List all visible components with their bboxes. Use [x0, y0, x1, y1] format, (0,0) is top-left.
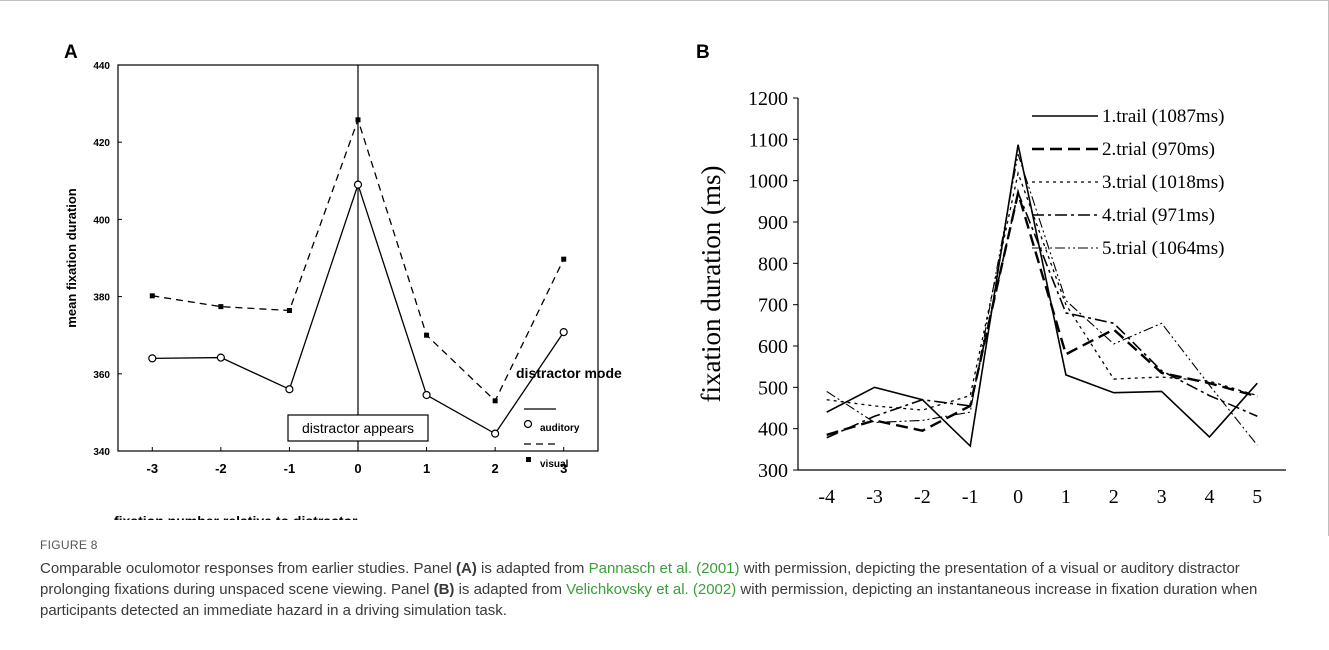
- x-tick-label: 2: [1109, 486, 1119, 508]
- y-tick-label: 440: [93, 61, 110, 72]
- y-tick-label: 800: [758, 253, 788, 275]
- panel-a-letter: A: [64, 42, 78, 63]
- y-tick-label: 340: [93, 447, 110, 458]
- legend-label-visual: visual: [540, 459, 569, 470]
- chart-b: 300 400 500 600 700 800 900 1000 1100 1200 -4 -3 -2 -…: [696, 88, 1286, 508]
- x-tick-label: -3: [866, 486, 883, 508]
- caption-part: Comparable oculomotor responses from ear…: [40, 560, 457, 577]
- data-point-visual: [492, 398, 498, 404]
- caption-ref-a: (A): [456, 560, 477, 577]
- data-point-auditory: [216, 353, 225, 362]
- data-point-auditory: [148, 354, 157, 363]
- data-point-visual: [286, 307, 292, 313]
- x-tick-label: -1: [962, 486, 979, 508]
- legend-label-4: 4.trial (971ms): [1102, 205, 1215, 226]
- x-tick-label: 0: [354, 461, 361, 476]
- y-tick-label: 900: [758, 212, 788, 234]
- x-tick-label: -2: [914, 486, 931, 508]
- panel-b: B 300 400 500 600 700 800 900 1000 1100 1200 -4 -3 -…: [690, 18, 1290, 520]
- data-point-visual: [424, 332, 430, 338]
- chart-a: 340 360 380 400 420 440 -3 -2 -1 0 1 2 3 distractor a…: [64, 61, 622, 529]
- y-axis-label: fixation duration (ms): [696, 166, 726, 403]
- y-tick-label: 600: [758, 336, 788, 358]
- citation-link-velichkovsky[interactable]: Velichkovsky et al. (2002): [566, 581, 737, 598]
- figure-caption: FIGURE 8 Comparable oculomotor responses…: [40, 538, 1310, 621]
- panel-b-letter: B: [696, 42, 710, 63]
- data-point-auditory: [285, 385, 294, 394]
- series-line-2: [826, 188, 1258, 437]
- y-tick-label: 380: [93, 293, 110, 304]
- legend-marker-visual: [526, 457, 531, 462]
- y-tick-label: 400: [93, 215, 110, 226]
- series-line-5: [826, 154, 1258, 446]
- panel-a: A 340 360 380 400 420 440 -3 -2 -1 0 1 2 3 distractor…: [40, 18, 640, 529]
- legend-marker-auditory: [523, 419, 533, 429]
- caption-ref-b: (B): [433, 581, 455, 598]
- citation-link-pannasch[interactable]: Pannasch et al. (2001): [588, 560, 740, 577]
- x-tick-label: 3: [560, 461, 567, 476]
- data-point-visual: [561, 256, 567, 262]
- top-divider: [0, 0, 1329, 1]
- y-tick-label: 300: [758, 460, 788, 482]
- x-tick-label: 3: [1157, 486, 1167, 508]
- series-line-4: [826, 189, 1258, 439]
- legend-title: distractor mode: [516, 365, 622, 381]
- figure-label: FIGURE 8: [40, 538, 98, 552]
- data-point-auditory: [422, 390, 431, 400]
- x-tick-label: 5: [1252, 486, 1262, 508]
- x-axis-label: fixation number relative to distractor: [114, 513, 358, 520]
- data-point-auditory: [353, 180, 363, 189]
- data-point-auditory: [491, 429, 500, 438]
- data-point-visual: [218, 304, 224, 310]
- x-tick-label: -2: [215, 461, 227, 476]
- legend-label-2: 2.trial (970ms): [1102, 139, 1215, 160]
- y-tick-label: 400: [758, 419, 788, 441]
- y-tick-label: 420: [93, 138, 110, 149]
- legend-label-5: 5.trial (1064ms): [1102, 238, 1224, 259]
- x-tick-label: 1: [1061, 486, 1071, 508]
- annotation-text: distractor appears: [302, 420, 414, 436]
- x-tick-label: -1: [284, 461, 296, 476]
- x-tick-label: 2: [492, 461, 499, 476]
- x-tick-label: 1: [423, 461, 430, 476]
- y-tick-label: 1100: [749, 129, 788, 151]
- y-tick-label: 700: [758, 295, 788, 317]
- caption-text: Comparable oculomotor responses from ear…: [40, 558, 1310, 621]
- y-tick-label: 1200: [748, 88, 788, 110]
- y-axis-label: mean fixation duration: [64, 188, 79, 327]
- x-tick-label: -3: [147, 461, 159, 476]
- caption-part: is adapted from: [476, 560, 589, 577]
- caption-part: with permission, depicting an instantane…: [40, 581, 1258, 619]
- legend-label-auditory: auditory: [540, 423, 580, 434]
- x-tick-label: -4: [818, 486, 835, 508]
- legend-label-3: 3.trial (1018ms): [1102, 172, 1224, 193]
- y-tick-label: 360: [93, 370, 110, 381]
- x-tick-label: 0: [1013, 486, 1023, 508]
- series-line-1: [826, 144, 1258, 448]
- data-point-visual: [149, 293, 155, 299]
- y-tick-label: 1000: [748, 171, 788, 193]
- data-point-visual: [355, 117, 361, 123]
- y-tick-label: 500: [758, 377, 788, 399]
- caption-part: with permission, depicting the presentat…: [40, 560, 1240, 598]
- x-tick-label: 4: [1204, 486, 1214, 508]
- data-point-auditory: [559, 328, 568, 337]
- caption-part: is adapted from: [454, 581, 567, 598]
- annotation-box: [287, 414, 429, 442]
- legend-label-1: 1.trail (1087ms): [1102, 106, 1224, 127]
